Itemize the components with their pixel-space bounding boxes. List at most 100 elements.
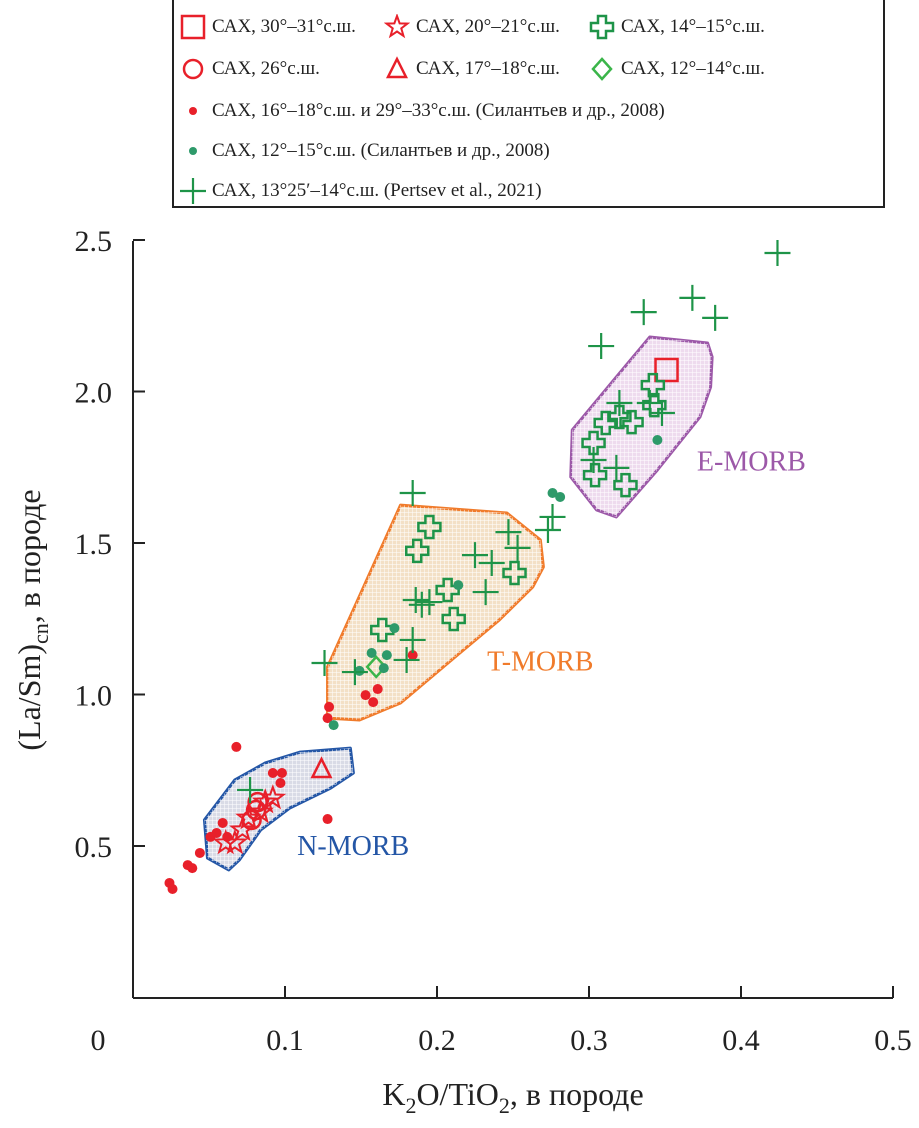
dot-marker xyxy=(368,697,379,708)
dot-marker xyxy=(322,814,333,825)
square-icon xyxy=(180,14,206,40)
dot-marker xyxy=(378,663,389,674)
legend-label: САХ, 14°–15°с.ш. xyxy=(621,16,765,37)
cross-marker xyxy=(472,579,499,606)
dot-marker xyxy=(354,665,365,676)
dot-marker xyxy=(217,817,228,828)
star-marker xyxy=(229,815,256,842)
dot-marker xyxy=(231,741,242,752)
star-marker xyxy=(235,804,262,830)
x-axis-label: K2O/TiO2, в породе xyxy=(382,1076,643,1118)
legend: САХ, 30°–31°с.ш. САХ, 20°–21°с.ш. САХ, 14°… xyxy=(172,0,885,208)
cross-marker xyxy=(237,776,264,803)
dot-marker xyxy=(194,847,205,858)
dot-marker xyxy=(189,107,197,115)
axes xyxy=(132,241,893,999)
plus-outline-marker xyxy=(441,606,466,632)
cross-marker xyxy=(402,586,429,613)
legend-item: САХ, 12°–14°с.ш. xyxy=(589,56,765,82)
circle-marker xyxy=(247,791,268,813)
cross-icon xyxy=(180,178,206,204)
legend-item: САХ, 30°–31°с.ш. xyxy=(180,14,356,40)
circle-marker xyxy=(245,799,267,821)
cross-marker xyxy=(504,534,531,561)
plus-outline-marker xyxy=(619,409,644,435)
dot-marker xyxy=(555,491,566,502)
dot-marker xyxy=(366,647,377,658)
cross-marker xyxy=(393,646,420,673)
y-tick-label: 1.5 xyxy=(75,528,113,561)
cross-marker xyxy=(539,503,566,530)
series-6 xyxy=(164,650,418,895)
dot-marker xyxy=(275,777,286,788)
cross-marker xyxy=(399,480,426,507)
x-tick-label: 0.3 xyxy=(570,1024,608,1057)
triangle-marker xyxy=(310,756,333,779)
plus-outline-marker xyxy=(593,410,618,436)
cross-marker xyxy=(462,542,488,569)
cross-marker xyxy=(603,454,630,481)
dot-marker xyxy=(328,720,339,731)
dot-marker xyxy=(167,884,178,895)
plus-outline-marker xyxy=(589,14,615,40)
series-2 xyxy=(370,372,667,643)
cross-marker xyxy=(580,446,607,473)
diamond-marker xyxy=(591,57,613,81)
cross-marker xyxy=(341,659,368,686)
legend-label: САХ, 16°–18°с.ш. и 29°–33°с.ш. (Силантье… xyxy=(212,100,665,121)
x-tick-label: 0.2 xyxy=(418,1024,456,1057)
legend-item: САХ, 20°–21°с.ш. xyxy=(384,14,560,40)
legend-item: САХ, 12°–15°с.ш. (Силантьев и др., 2008) xyxy=(180,138,550,164)
legend-label: САХ, 12°–14°с.ш. xyxy=(621,58,765,79)
plus-outline-icon xyxy=(589,14,615,40)
dot-marker xyxy=(322,713,333,724)
diamond-icon xyxy=(591,57,613,81)
dot-icon xyxy=(189,107,197,115)
y-tick-label: 2.5 xyxy=(75,225,113,258)
plus-outline-marker xyxy=(613,472,638,498)
y-tick-label: 0.5 xyxy=(75,831,113,864)
circle-marker xyxy=(241,809,262,831)
dot-marker xyxy=(389,623,400,634)
cross-marker xyxy=(702,304,729,331)
plus-outline-marker xyxy=(435,577,460,603)
series-8 xyxy=(237,240,791,803)
cross-marker xyxy=(648,400,675,427)
x-tick-label: 0.1 xyxy=(266,1024,304,1057)
cross-marker xyxy=(630,299,657,326)
dot-marker xyxy=(453,580,464,591)
plus-outline-marker xyxy=(404,538,430,564)
cross-marker xyxy=(311,649,338,676)
cross-marker xyxy=(399,626,426,653)
cross-marker xyxy=(679,284,706,311)
plus-outline-marker xyxy=(640,372,666,398)
x-tick-label: 0.4 xyxy=(722,1024,760,1057)
cross-marker xyxy=(606,390,633,417)
legend-item: САХ, 16°–18°с.ш. и 29°–33°с.ш. (Силантье… xyxy=(180,98,665,124)
plus-outline-marker xyxy=(642,392,667,418)
legend-item: САХ, 14°–15°с.ш. xyxy=(589,14,765,40)
cross-marker xyxy=(180,178,206,204)
region-hatch xyxy=(327,505,544,720)
legend-label: САХ, 17°–18°с.ш. xyxy=(416,58,560,79)
cross-marker xyxy=(534,516,561,543)
dot-marker xyxy=(187,863,198,874)
square-marker xyxy=(654,357,679,383)
dot-marker xyxy=(211,827,222,838)
dot-marker xyxy=(407,650,418,661)
triangle-icon xyxy=(385,56,409,79)
y-tick-label: 1.0 xyxy=(75,680,113,713)
series-0 xyxy=(654,357,679,383)
star-marker xyxy=(212,829,239,855)
plus-outline-marker xyxy=(607,404,632,430)
circle-marker xyxy=(182,58,204,80)
cross-marker xyxy=(764,240,791,267)
dot-marker xyxy=(189,147,197,155)
dot-marker xyxy=(372,684,383,695)
y-tick-label: 2.0 xyxy=(75,377,113,410)
dot-marker xyxy=(360,690,371,701)
legend-label: САХ, 12°–15°с.ш. (Силантьев и др., 2008) xyxy=(212,140,550,161)
plus-outline-marker xyxy=(582,462,608,488)
legend-label: САХ, 13°25′–14°с.ш. (Pertsev et al., 202… xyxy=(212,180,542,201)
plus-outline-marker xyxy=(370,617,395,643)
